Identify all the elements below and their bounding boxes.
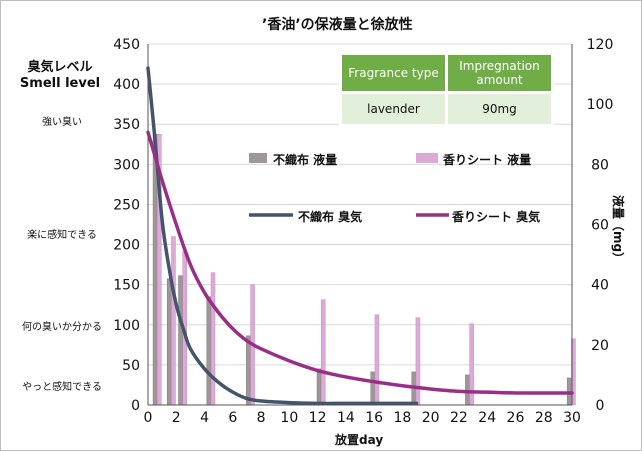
y-left-tick-label: 0	[131, 398, 140, 414]
smell-level-label: 楽に感知できる	[27, 229, 97, 241]
x-tick-label: 0	[144, 410, 153, 426]
bar-nonwoven	[206, 296, 212, 406]
y-right-tick-label: 20	[591, 338, 609, 354]
y-right-tick-label: 100	[587, 97, 614, 113]
x-tick-label: 8	[257, 410, 266, 426]
bar-sheet	[415, 317, 421, 406]
x-tick-label: 12	[309, 410, 327, 426]
y-left-tick-label: 50	[122, 358, 140, 374]
y-left-tick-label: 350	[113, 117, 140, 133]
y-left-tick-label: 150	[113, 278, 140, 294]
y-right-tick-label: 120	[587, 37, 614, 53]
line-sheet-smell	[146, 130, 574, 395]
y-right-tick-label: 0	[596, 398, 605, 414]
legend-label-nonwoven-volume: 不織布 液量	[273, 153, 338, 167]
bar-sheet	[571, 338, 576, 406]
bar-sheet	[374, 314, 380, 406]
x-tick-label: 10	[280, 410, 298, 426]
x-tick-label: 20	[422, 410, 440, 426]
smell-level-label: やっと感知できる	[22, 381, 102, 393]
chart-title: ’香油’の保液量と徐放性	[262, 17, 413, 33]
left-axis-label: 臭気レベル Smell level	[10, 60, 110, 92]
x-tick-label: 28	[535, 410, 553, 426]
x-tick-label: 16	[365, 410, 383, 426]
left-axis-label-en: Smell level	[19, 76, 101, 91]
x-tick-label: 24	[478, 410, 496, 426]
line-nonwoven-smell	[146, 66, 419, 406]
x-tick-label: 14	[337, 410, 355, 426]
bar-nonwoven	[316, 368, 322, 406]
y-left-tick-label: 450	[113, 37, 140, 53]
bar-sheet	[321, 299, 326, 406]
legend-swatch-sheet-volume	[416, 153, 438, 163]
bar-sheet	[210, 272, 216, 406]
bar-sheet	[171, 236, 176, 406]
info-value-fragrance: lavender	[342, 94, 445, 124]
smell-level-label: 強い臭い	[42, 117, 82, 129]
y-right-tick-label: 80	[591, 157, 609, 173]
x-tick-label: 4	[200, 410, 209, 426]
info-table: Fragrance type Impregnation amount laven…	[339, 52, 554, 127]
bar-nonwoven	[370, 371, 375, 406]
bar-nonwoven	[178, 275, 183, 406]
bar-nonwoven	[166, 278, 172, 406]
info-value-amount: 90mg	[448, 94, 551, 124]
bar-nonwoven	[246, 335, 251, 406]
legend-label-nonwoven-smell: 不織布 臭気	[298, 210, 363, 224]
x-tick-label: 18	[393, 410, 411, 426]
x-tick-label: 2	[172, 410, 181, 426]
y-right-tick-label: 40	[591, 278, 609, 294]
y-left-tick-label: 250	[113, 197, 140, 213]
right-axis-label: 液量（mg）	[611, 195, 625, 265]
left-axis-label-jp: 臭気レベル	[27, 60, 93, 75]
x-tick-label: 26	[507, 410, 525, 426]
y-left-tick-label: 100	[113, 318, 140, 334]
x-tick-label: 22	[450, 410, 468, 426]
x-axis-label: 放置day	[335, 433, 384, 447]
legend-swatch-nonwoven-volume	[249, 153, 267, 163]
smell-level-label: 何の臭いか分かる	[22, 321, 102, 333]
legend-label-sheet-volume: 香りシート 液量	[443, 153, 532, 167]
legend-label-sheet-smell: 香りシート 臭気	[452, 210, 541, 224]
y-left-tick-label: 300	[113, 157, 140, 173]
x-tick-label: 6	[228, 410, 237, 426]
info-header-amount: Impregnation amount	[448, 55, 551, 91]
x-tick-label: 30	[563, 410, 581, 426]
y-right-tick-label: 60	[591, 218, 609, 234]
y-left-tick-label: 400	[113, 77, 140, 93]
y-left-tick-label: 200	[113, 238, 140, 254]
info-header-fragrance: Fragrance type	[342, 55, 445, 91]
